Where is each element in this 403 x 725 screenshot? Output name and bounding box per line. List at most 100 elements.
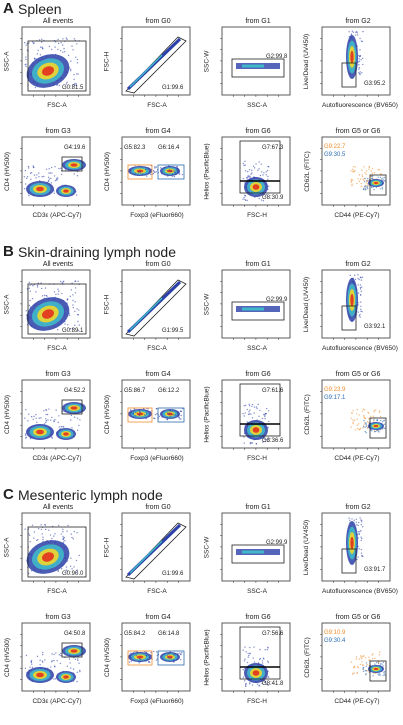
event-dot — [169, 415, 171, 418]
event-dot — [361, 311, 363, 313]
event-dot — [75, 194, 78, 196]
event-dot — [53, 420, 55, 423]
event-dot — [63, 51, 66, 53]
event-dot — [352, 423, 354, 425]
event-dot — [161, 173, 163, 175]
event-dot — [361, 661, 363, 663]
event-dot — [383, 420, 385, 422]
event-dot — [244, 199, 247, 202]
event-dot — [384, 674, 386, 676]
event-dot — [265, 413, 267, 415]
event-dot — [253, 412, 255, 414]
gate-rect — [27, 526, 87, 578]
event-dot — [361, 537, 363, 540]
x-axis-label: FSC-H — [247, 212, 267, 219]
event-dot — [29, 284, 31, 287]
event-dot — [357, 284, 359, 286]
event-dot — [363, 414, 365, 417]
event-dot — [50, 419, 52, 421]
density-band-core — [242, 64, 264, 68]
event-dot — [54, 46, 56, 48]
event-dot — [77, 280, 79, 283]
event-dot — [33, 58, 36, 60]
gate-label: G8:36.6 — [262, 438, 284, 444]
event-dot — [76, 43, 78, 45]
event-dot — [358, 54, 360, 57]
event-dot — [173, 413, 175, 416]
event-dot — [255, 406, 258, 408]
event-dot — [365, 180, 368, 182]
event-dot — [364, 409, 366, 411]
density-diagonal-core — [129, 297, 163, 331]
event-dot — [356, 672, 358, 674]
event-dot — [378, 430, 380, 432]
event-dot — [360, 524, 363, 526]
event-dot — [368, 165, 370, 168]
event-dot — [353, 519, 355, 521]
event-dot — [371, 167, 374, 170]
event-dot — [73, 73, 75, 76]
event-dot — [368, 656, 370, 658]
event-dot — [379, 663, 382, 665]
event-dot — [373, 411, 375, 413]
gate-rect — [239, 140, 281, 194]
event-dot — [74, 310, 76, 313]
gate-label: G1:99.6 — [162, 85, 184, 91]
event-dot — [51, 660, 53, 662]
event-dot — [364, 186, 366, 189]
event-dot — [350, 33, 353, 35]
event-dot — [361, 657, 363, 660]
event-dot — [356, 424, 359, 427]
event-dot — [356, 182, 358, 185]
event-dot — [353, 171, 356, 173]
event-dot — [74, 301, 76, 303]
event-dot — [132, 652, 134, 654]
y-axis-label: Live/Dead (UV450) — [303, 276, 311, 332]
event-dot — [39, 54, 42, 56]
event-dot — [78, 662, 80, 664]
event-dot — [358, 414, 360, 416]
plot-title: from G1 — [245, 261, 271, 268]
event-dot — [377, 176, 379, 178]
event-dot — [66, 530, 68, 532]
event-dot — [160, 167, 162, 169]
event-dot — [147, 167, 150, 169]
plot-title: All events — [42, 261, 74, 268]
plot-title: from G5 or G6 — [335, 128, 381, 135]
event-dot — [39, 664, 41, 666]
event-dot — [33, 531, 36, 533]
plot-title: from G6 — [245, 128, 271, 135]
flow-plot-cd62l: from G5 or G6 CD62L (FITC) CD44 (PE-Cy7) G9… — [302, 371, 392, 463]
gate-rect — [27, 283, 87, 335]
event-dot — [45, 413, 47, 416]
event-dot — [36, 284, 39, 287]
event-dot — [68, 314, 71, 317]
density-contour — [36, 186, 44, 192]
gate-label: G1:99.6 — [162, 571, 184, 577]
event-dot — [69, 68, 72, 70]
y-axis-label: SSC-W — [203, 536, 211, 558]
event-dot — [36, 53, 39, 55]
x-axis-label: FSC-H — [247, 455, 267, 462]
event-dot — [261, 660, 264, 662]
event-dot — [72, 307, 75, 309]
event-dot — [263, 437, 265, 440]
flow-plot-cd4-cd3: from G3 CD4 (HV500) CD3ε (APC-Cy7) G4:19.6 — [2, 128, 92, 220]
event-dot — [245, 685, 247, 688]
event-dot — [359, 55, 362, 57]
event-dot — [54, 533, 56, 535]
y-axis-label: Live/Dead (UV450) — [303, 519, 311, 575]
event-dot — [36, 286, 39, 288]
event-dot — [368, 168, 370, 170]
event-dot — [44, 528, 47, 531]
event-dot — [158, 415, 161, 418]
flow-plot-fsc-ssc: All events SSC-A FSC-A G0:90.0 — [2, 504, 92, 596]
event-dot — [78, 309, 80, 311]
event-dot — [55, 293, 57, 296]
event-dot — [357, 178, 359, 180]
event-dot — [35, 413, 37, 416]
event-dot — [53, 192, 55, 194]
flow-plot-helios: from G6 Helios (PacificBlue) FSC-H G7:67.3 G… — [202, 128, 292, 220]
event-dot — [66, 38, 68, 41]
event-dot — [242, 649, 244, 651]
